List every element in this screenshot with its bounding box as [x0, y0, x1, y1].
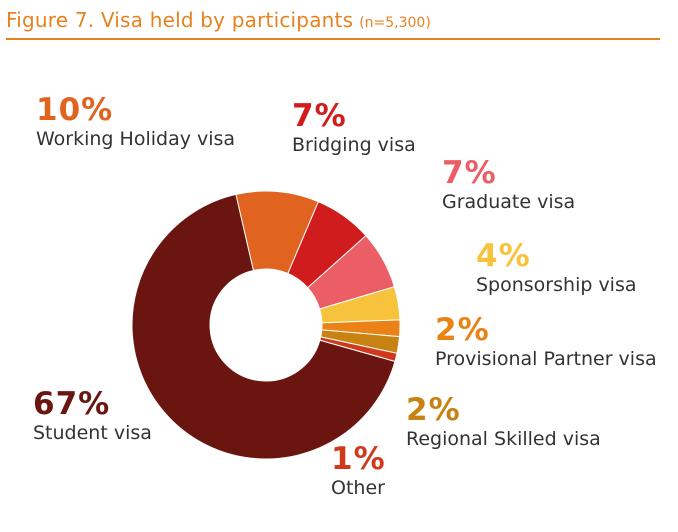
chart-header: Figure 7. Visa held by participants (n=5,…: [6, 8, 660, 40]
cat-regional-skilled: Regional Skilled visa: [406, 428, 601, 450]
cat-graduate: Graduate visa: [442, 191, 576, 213]
label-student: 67% Student visa: [33, 388, 152, 445]
cat-provisional-partner: Provisional Partner visa: [435, 348, 657, 370]
slice-student-visa: [131, 193, 396, 460]
pct-other: 1%: [331, 441, 386, 477]
pct-graduate: 7%: [442, 155, 497, 191]
label-sponsorship: 4% Sponsorship visa: [476, 240, 637, 297]
chart-subtitle: (n=5,300): [359, 15, 431, 31]
pct-regional-skilled: 2%: [406, 392, 461, 428]
pct-student: 67%: [33, 386, 111, 422]
cat-working-holiday: Working Holiday visa: [36, 128, 236, 150]
pct-working-holiday: 10%: [36, 92, 114, 128]
chart-title: Figure 7. Visa held by participants: [6, 8, 354, 32]
label-working-holiday: 10% Working Holiday visa: [36, 94, 235, 151]
pct-provisional-partner: 2%: [435, 312, 490, 348]
label-other: 1% Other: [331, 443, 386, 500]
cat-student: Student visa: [33, 422, 152, 444]
label-graduate: 7% Graduate visa: [442, 157, 575, 214]
label-provisional-partner: 2% Provisional Partner visa: [435, 314, 657, 371]
pct-sponsorship: 4%: [476, 238, 531, 274]
label-bridging: 7% Bridging visa: [292, 100, 416, 157]
pct-bridging: 7%: [292, 98, 347, 134]
cat-sponsorship: Sponsorship visa: [476, 274, 637, 296]
cat-other: Other: [331, 477, 385, 499]
cat-bridging: Bridging visa: [292, 134, 416, 156]
label-regional-skilled: 2% Regional Skilled visa: [406, 394, 601, 451]
